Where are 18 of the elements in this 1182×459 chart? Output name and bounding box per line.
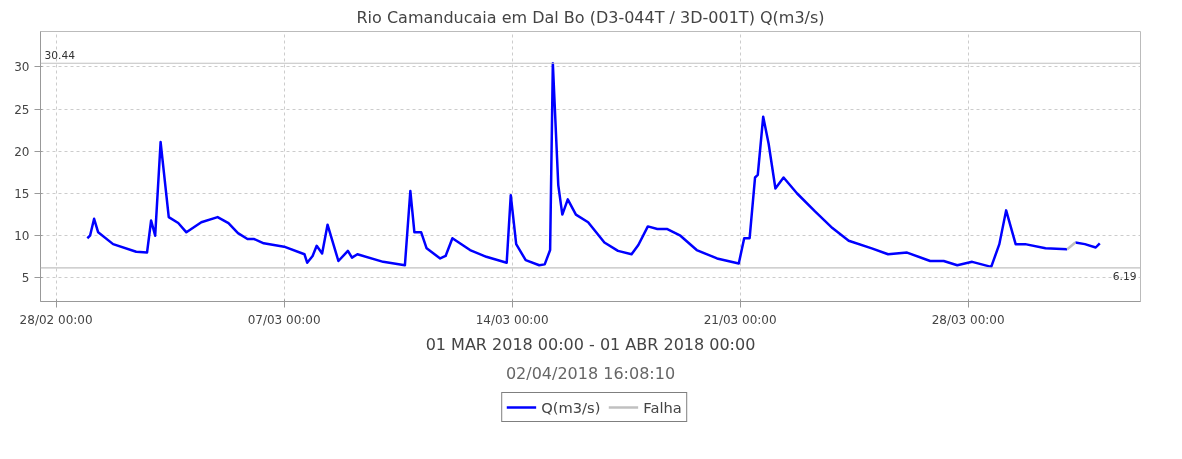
- ref-line-label: 6.19: [1112, 269, 1137, 283]
- legend-label: Falha: [643, 398, 682, 416]
- ref-line-label: 30.44: [44, 49, 76, 63]
- y-tick-label: 25: [14, 102, 30, 117]
- y-tick-label: 15: [14, 187, 30, 201]
- x-tick-label: 21/03 00:00: [703, 312, 777, 327]
- legend-label: Q(m3/s): [541, 398, 601, 416]
- y-tick-label: 30: [14, 60, 30, 75]
- text: 02/04/2018 16:08:10: [505, 363, 676, 383]
- x-axis-title: 01 MAR 2018 00:00 - 01 ABR 2018 00:00: [425, 334, 756, 354]
- y-tick-label: 20: [14, 144, 30, 159]
- x-tick-label: 28/03 00:00: [931, 312, 1005, 327]
- y-tick-label: 5: [21, 271, 30, 286]
- y-tick-label: 10: [14, 229, 30, 244]
- x-tick-label: 14/03 00:00: [475, 312, 549, 327]
- chart-title: Rio Camanducaia em Dal Bo (D3-044T / 3D-001T) Q(m3/s): [356, 7, 825, 27]
- x-tick-label: 28/02 00:00: [19, 312, 93, 327]
- x-tick-label: 07/03 00:00: [247, 312, 321, 327]
